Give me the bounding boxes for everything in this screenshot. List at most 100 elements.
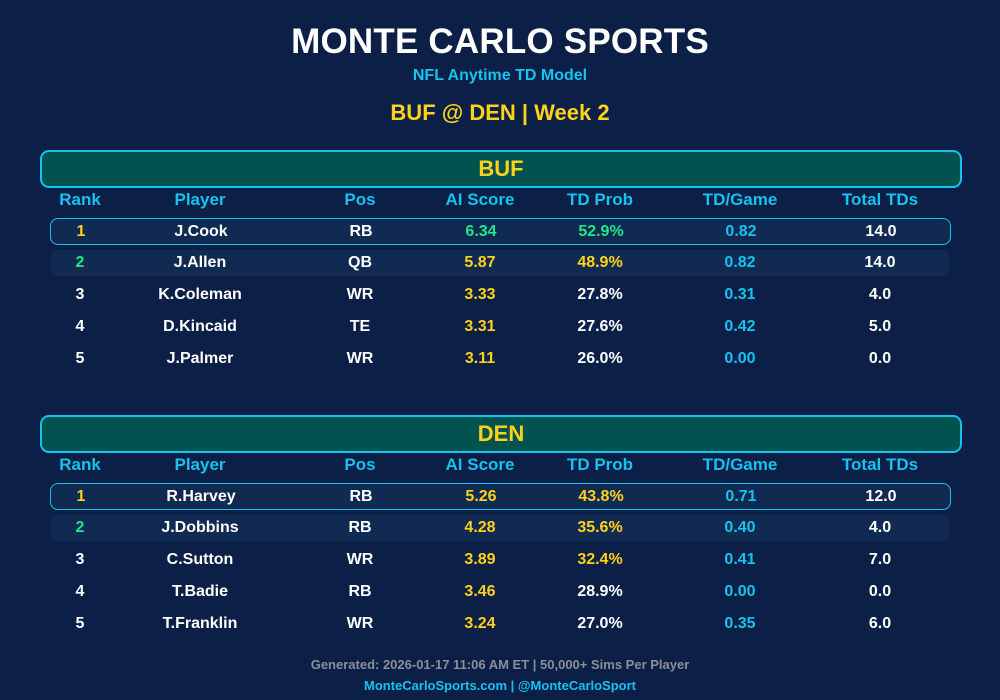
col-header-td-prob: TD Prob bbox=[566, 455, 634, 474]
total-tds-cell: 12.0 bbox=[865, 488, 897, 505]
col-header-pos: Pos bbox=[344, 455, 376, 474]
position-cell: QB bbox=[348, 254, 372, 271]
ai-score-cell: 3.11 bbox=[464, 350, 496, 367]
ai-score-cell: 3.33 bbox=[464, 286, 496, 303]
column-headers: Rank Player Pos AI Score TD Prob TD/Game… bbox=[0, 455, 1000, 477]
td-prob-cell: 32.4% bbox=[577, 551, 623, 568]
ai-score-cell: 3.24 bbox=[464, 615, 496, 632]
player-name: J.Cook bbox=[174, 223, 228, 240]
total-tds-cell: 0.0 bbox=[868, 350, 892, 367]
ai-score-cell: 5.26 bbox=[465, 488, 497, 505]
rank-cell: 3 bbox=[75, 551, 85, 568]
td-prob-cell: 26.0% bbox=[577, 350, 623, 367]
player-name: K.Coleman bbox=[158, 286, 242, 303]
position-cell: WR bbox=[346, 551, 374, 568]
rank-cell: 2 bbox=[75, 254, 85, 271]
rank-cell: 1 bbox=[76, 488, 86, 505]
position-cell: RB bbox=[348, 519, 372, 536]
col-header-rank: Rank bbox=[59, 190, 101, 209]
table-row[interactable]: 2 J.Allen QB 5.87 48.9% 0.82 14.0 bbox=[50, 250, 950, 276]
ai-score-cell: 3.89 bbox=[464, 551, 496, 568]
total-tds-cell: 5.0 bbox=[868, 318, 892, 335]
table-row[interactable]: 4 T.Badie RB 3.46 28.9% 0.00 0.0 bbox=[50, 579, 950, 605]
ai-score-cell: 5.87 bbox=[464, 254, 496, 271]
position-cell: RB bbox=[349, 488, 373, 505]
td-per-game-cell: 0.82 bbox=[724, 254, 756, 271]
td-prob-cell: 43.8% bbox=[578, 488, 624, 505]
position-cell: TE bbox=[349, 318, 371, 335]
td-per-game-cell: 0.42 bbox=[724, 318, 756, 335]
table-row[interactable]: 1 J.Cook RB 6.34 52.9% 0.82 14.0 bbox=[50, 218, 951, 245]
ai-score-cell: 3.46 bbox=[464, 583, 496, 600]
td-per-game-cell: 0.40 bbox=[724, 519, 756, 536]
td-per-game-cell: 0.00 bbox=[724, 350, 756, 367]
table-row[interactable]: 5 J.Palmer WR 3.11 26.0% 0.00 0.0 bbox=[50, 346, 950, 372]
td-per-game-cell: 0.82 bbox=[725, 223, 757, 240]
position-cell: RB bbox=[348, 583, 372, 600]
rank-cell: 4 bbox=[75, 583, 85, 600]
td-per-game-cell: 0.00 bbox=[724, 583, 756, 600]
col-header-td-game: TD/Game bbox=[702, 455, 778, 474]
total-tds-cell: 14.0 bbox=[864, 254, 896, 271]
col-header-ai-score: AI Score bbox=[445, 455, 515, 474]
total-tds-cell: 7.0 bbox=[868, 551, 892, 568]
rank-cell: 1 bbox=[76, 223, 86, 240]
td-prob-cell: 28.9% bbox=[577, 583, 623, 600]
team-header: DEN bbox=[40, 415, 962, 453]
td-prob-cell: 27.0% bbox=[577, 615, 623, 632]
model-subtitle: NFL Anytime TD Model bbox=[412, 67, 588, 84]
brand-title: MONTE CARLO SPORTS bbox=[291, 22, 709, 61]
td-per-game-cell: 0.31 bbox=[724, 286, 756, 303]
player-name: J.Palmer bbox=[166, 350, 234, 367]
matchup-title: BUF @ DEN | Week 2 bbox=[390, 100, 610, 125]
player-name: R.Harvey bbox=[166, 488, 236, 505]
col-header-ai-score: AI Score bbox=[445, 190, 515, 209]
total-tds-cell: 14.0 bbox=[865, 223, 897, 240]
td-prob-cell: 27.8% bbox=[577, 286, 623, 303]
col-header-player: Player bbox=[174, 190, 226, 209]
column-headers: Rank Player Pos AI Score TD Prob TD/Game… bbox=[0, 190, 1000, 212]
footer-links[interactable]: MonteCarloSports.com | @MonteCarloSport bbox=[364, 678, 636, 693]
ai-score-cell: 6.34 bbox=[465, 223, 497, 240]
td-prob-cell: 35.6% bbox=[577, 519, 623, 536]
table-row[interactable]: 2 J.Dobbins RB 4.28 35.6% 0.40 4.0 bbox=[50, 515, 950, 541]
td-prob-cell: 48.9% bbox=[577, 254, 623, 271]
rank-cell: 3 bbox=[75, 286, 85, 303]
table-row[interactable]: 5 T.Franklin WR 3.24 27.0% 0.35 6.0 bbox=[50, 611, 950, 637]
player-name: T.Badie bbox=[171, 583, 229, 600]
td-prob-cell: 52.9% bbox=[578, 223, 624, 240]
rank-cell: 4 bbox=[75, 318, 85, 335]
total-tds-cell: 4.0 bbox=[868, 286, 892, 303]
col-header-rank: Rank bbox=[59, 455, 101, 474]
col-header-pos: Pos bbox=[344, 190, 376, 209]
generated-info: Generated: 2026-01-17 11:06 AM ET | 50,0… bbox=[310, 657, 690, 672]
col-header-total-tds: Total TDs bbox=[841, 190, 919, 209]
position-cell: WR bbox=[346, 350, 374, 367]
td-per-game-cell: 0.41 bbox=[724, 551, 756, 568]
table-row[interactable]: 3 C.Sutton WR 3.89 32.4% 0.41 7.0 bbox=[50, 547, 950, 573]
col-header-td-prob: TD Prob bbox=[566, 190, 634, 209]
td-per-game-cell: 0.35 bbox=[724, 615, 756, 632]
team-header: BUF bbox=[40, 150, 962, 188]
total-tds-cell: 6.0 bbox=[868, 615, 892, 632]
player-name: T.Franklin bbox=[162, 615, 238, 632]
col-header-td-game: TD/Game bbox=[702, 190, 778, 209]
total-tds-cell: 0.0 bbox=[868, 583, 892, 600]
col-header-total-tds: Total TDs bbox=[841, 455, 919, 474]
ai-score-cell: 4.28 bbox=[464, 519, 496, 536]
rank-cell: 2 bbox=[75, 519, 85, 536]
table-row[interactable]: 4 D.Kincaid TE 3.31 27.6% 0.42 5.0 bbox=[50, 314, 950, 340]
player-name: J.Dobbins bbox=[161, 519, 239, 536]
table-row[interactable]: 1 R.Harvey RB 5.26 43.8% 0.71 12.0 bbox=[50, 483, 951, 510]
position-cell: RB bbox=[349, 223, 373, 240]
position-cell: WR bbox=[346, 286, 374, 303]
table-row[interactable]: 3 K.Coleman WR 3.33 27.8% 0.31 4.0 bbox=[50, 282, 950, 308]
col-header-player: Player bbox=[174, 455, 226, 474]
player-name: J.Allen bbox=[173, 254, 227, 271]
player-name: D.Kincaid bbox=[163, 318, 237, 335]
td-per-game-cell: 0.71 bbox=[725, 488, 757, 505]
player-name: C.Sutton bbox=[166, 551, 234, 568]
ai-score-cell: 3.31 bbox=[464, 318, 496, 335]
position-cell: WR bbox=[346, 615, 374, 632]
rank-cell: 5 bbox=[75, 615, 85, 632]
